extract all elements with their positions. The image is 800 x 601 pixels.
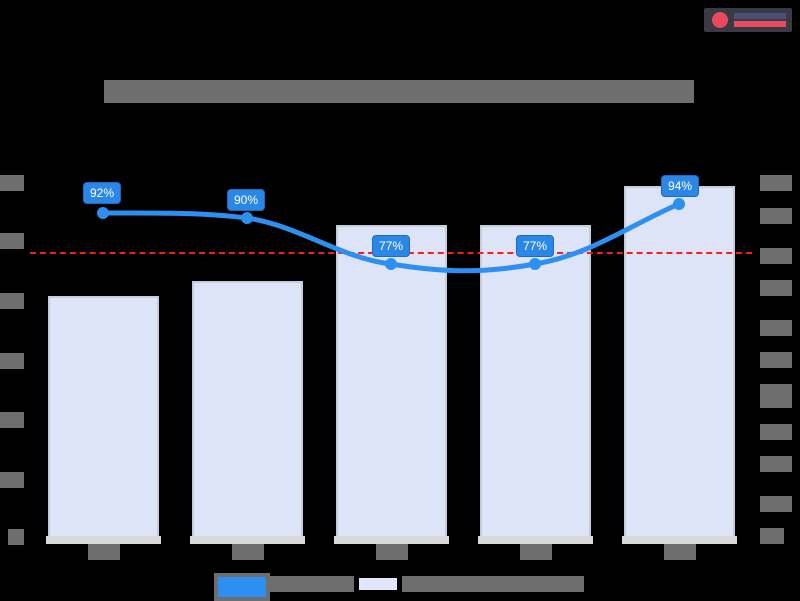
bar-base	[46, 536, 161, 544]
data-label: 77%	[371, 235, 411, 257]
left-tick-label	[0, 233, 24, 249]
right-tick-label	[760, 175, 792, 191]
right-tick-label	[760, 424, 792, 440]
legend-bar-label	[402, 576, 584, 592]
bar-base	[334, 536, 449, 544]
legend-bar-swatch	[358, 577, 398, 591]
logo-text-bottom	[734, 21, 786, 27]
x-tick-label	[232, 544, 264, 560]
bar	[336, 225, 447, 537]
right-tick-label	[760, 384, 792, 408]
logo-mark-icon	[712, 12, 728, 28]
left-tick-label	[0, 175, 24, 191]
x-tick-label	[88, 544, 120, 560]
left-tick-label	[0, 472, 24, 488]
bar	[480, 225, 591, 537]
legend-line-label	[266, 576, 354, 592]
x-tick-label	[520, 544, 552, 560]
bar-base	[622, 536, 737, 544]
brand-logo	[704, 8, 792, 32]
right-tick-label	[760, 496, 792, 512]
right-tick-label	[760, 528, 784, 544]
chart-title	[104, 80, 694, 103]
left-tick-label	[0, 412, 24, 428]
x-tick-label	[376, 544, 408, 560]
right-tick-label	[760, 320, 792, 336]
bar	[624, 186, 735, 537]
left-tick-label	[0, 353, 24, 369]
x-tick-label	[664, 544, 696, 560]
bar	[48, 296, 159, 537]
data-label: 77%	[515, 235, 555, 257]
right-tick-label	[760, 280, 792, 296]
legend-line-swatch	[214, 573, 270, 601]
right-tick-label	[760, 208, 792, 224]
bar-base	[478, 536, 593, 544]
right-tick-label	[760, 352, 792, 368]
bar-base	[190, 536, 305, 544]
bar	[192, 281, 303, 537]
right-tick-label	[760, 248, 792, 264]
data-label: 92%	[82, 182, 122, 204]
left-tick-label	[0, 293, 24, 309]
data-label: 94%	[660, 175, 700, 197]
left-tick-label	[8, 529, 24, 545]
right-tick-label	[760, 456, 792, 472]
data-label: 90%	[226, 189, 266, 211]
logo-text-top	[734, 13, 786, 19]
